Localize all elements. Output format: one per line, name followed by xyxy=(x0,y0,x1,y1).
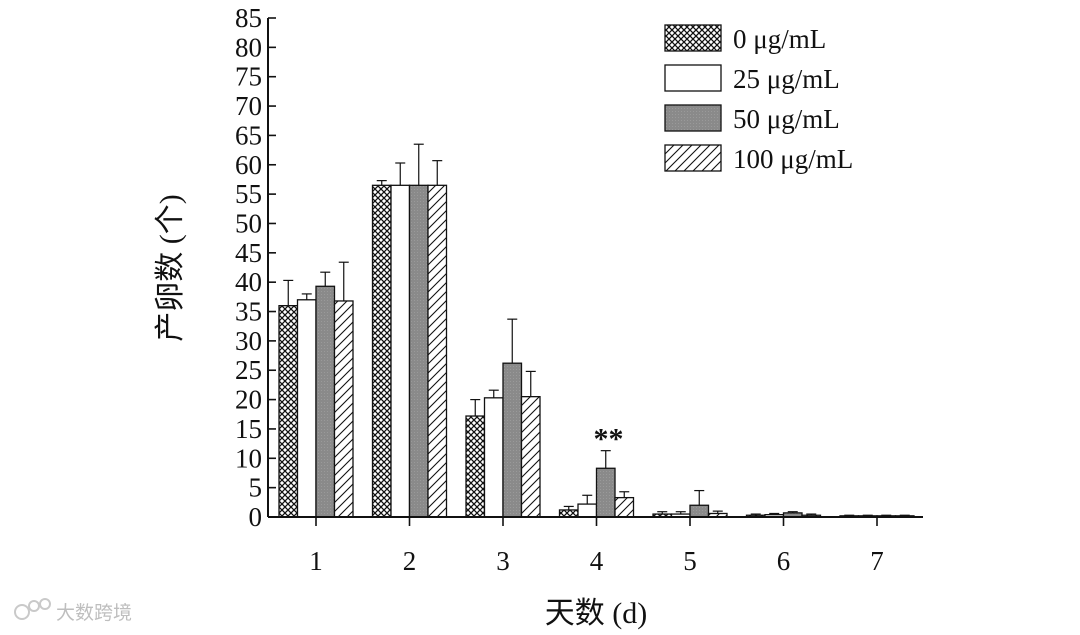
error-bar xyxy=(694,489,705,506)
y-tick-label: 50 xyxy=(235,208,262,238)
y-axis-label: 产卵数 (个) xyxy=(154,194,187,341)
watermark-text: 大数跨境 xyxy=(56,602,132,624)
error-bar xyxy=(600,450,611,469)
x-tick-label: 1 xyxy=(309,546,323,576)
y-tick-label: 10 xyxy=(235,443,262,473)
legend-label: 50 μg/mL xyxy=(733,104,840,134)
error-bar xyxy=(806,513,817,516)
bar xyxy=(520,396,541,518)
error-bar xyxy=(844,514,855,516)
bar xyxy=(390,184,411,518)
error-bar xyxy=(862,514,873,516)
bar xyxy=(689,504,710,518)
x-tick-label: 6 xyxy=(777,546,791,576)
y-tick-label: 35 xyxy=(235,297,262,327)
watermark-logo-icon xyxy=(14,598,51,620)
bar xyxy=(577,503,598,518)
legend-item: 25 μg/mL xyxy=(664,64,840,94)
legend-item: 50 μg/mL xyxy=(664,104,840,134)
x-ticks: 1 2 3 4 5 6 7 xyxy=(309,517,884,576)
legend-swatch xyxy=(664,24,722,52)
x-tick-label: 4 xyxy=(590,546,604,576)
error-bar xyxy=(320,271,331,287)
legend-item: 100 μg/mL xyxy=(664,144,853,174)
x-tick-label: 3 xyxy=(496,546,510,576)
error-bar xyxy=(301,293,312,300)
y-tick-label: 40 xyxy=(235,267,262,297)
bar xyxy=(427,184,448,518)
legend: 0 μg/mL 25 μg/mL 50 μg/mL 100 μg/mL xyxy=(664,24,853,174)
error-bar xyxy=(376,180,387,186)
error-bar xyxy=(395,162,406,186)
bar xyxy=(502,362,523,518)
legend-label: 100 μg/mL xyxy=(733,144,853,174)
x-tick-label: 7 xyxy=(870,546,884,576)
bar xyxy=(595,467,616,518)
legend-label: 0 μg/mL xyxy=(733,24,826,54)
x-axis-label: 天数 (d) xyxy=(545,597,647,630)
error-bar xyxy=(619,491,630,498)
error-bars-layer xyxy=(283,143,910,516)
error-bar xyxy=(712,510,723,514)
bar xyxy=(614,496,635,518)
error-bar xyxy=(675,511,686,515)
y-tick-label: 55 xyxy=(235,179,262,209)
error-bar xyxy=(582,494,593,505)
y-tick-label: 15 xyxy=(235,414,262,444)
error-bar xyxy=(470,398,481,417)
bar xyxy=(315,285,336,518)
y-tick-label: 85 xyxy=(235,3,262,33)
error-bar xyxy=(769,512,780,515)
y-tick-label: 75 xyxy=(235,62,262,92)
y-tick-label: 70 xyxy=(235,91,262,121)
y-tick-label: 25 xyxy=(235,355,262,385)
bar xyxy=(278,305,299,518)
legend-swatch xyxy=(664,144,722,172)
bar xyxy=(465,415,486,518)
bars-layer xyxy=(278,184,915,518)
error-bar xyxy=(507,318,518,364)
error-bar xyxy=(338,261,349,301)
error-bar xyxy=(899,514,910,516)
bar xyxy=(371,184,392,518)
error-bar xyxy=(283,279,294,306)
error-bar xyxy=(413,143,424,186)
error-bar xyxy=(563,505,574,510)
bar xyxy=(333,300,354,518)
bar xyxy=(296,299,317,518)
legend-swatch xyxy=(664,104,722,132)
error-bar xyxy=(488,389,499,398)
y-tick-label: 20 xyxy=(235,385,262,415)
y-tick-label: 65 xyxy=(235,120,262,150)
y-tick-label: 0 xyxy=(249,502,263,532)
error-bar xyxy=(657,511,668,515)
error-bar xyxy=(432,160,443,186)
legend-swatch xyxy=(664,64,722,92)
legend-item: 0 μg/mL xyxy=(664,24,826,54)
bar xyxy=(483,397,504,518)
x-tick-label: 2 xyxy=(403,546,417,576)
x-tick-label: 5 xyxy=(683,546,697,576)
y-tick-label: 45 xyxy=(235,238,262,268)
bar xyxy=(558,509,579,518)
error-bar xyxy=(787,511,798,513)
error-bar xyxy=(525,370,536,397)
y-tick-label: 5 xyxy=(249,473,263,503)
error-bar xyxy=(881,514,892,516)
y-tick-label: 60 xyxy=(235,150,262,180)
legend-label: 25 μg/mL xyxy=(733,64,840,94)
watermark: 大数跨境 xyxy=(14,598,132,624)
error-bar xyxy=(750,513,761,516)
annotations: ** xyxy=(594,423,624,456)
y-tick-label: 30 xyxy=(235,326,262,356)
significance-annotation: ** xyxy=(594,423,624,456)
y-tick-label: 80 xyxy=(235,32,262,62)
bar xyxy=(408,184,429,518)
